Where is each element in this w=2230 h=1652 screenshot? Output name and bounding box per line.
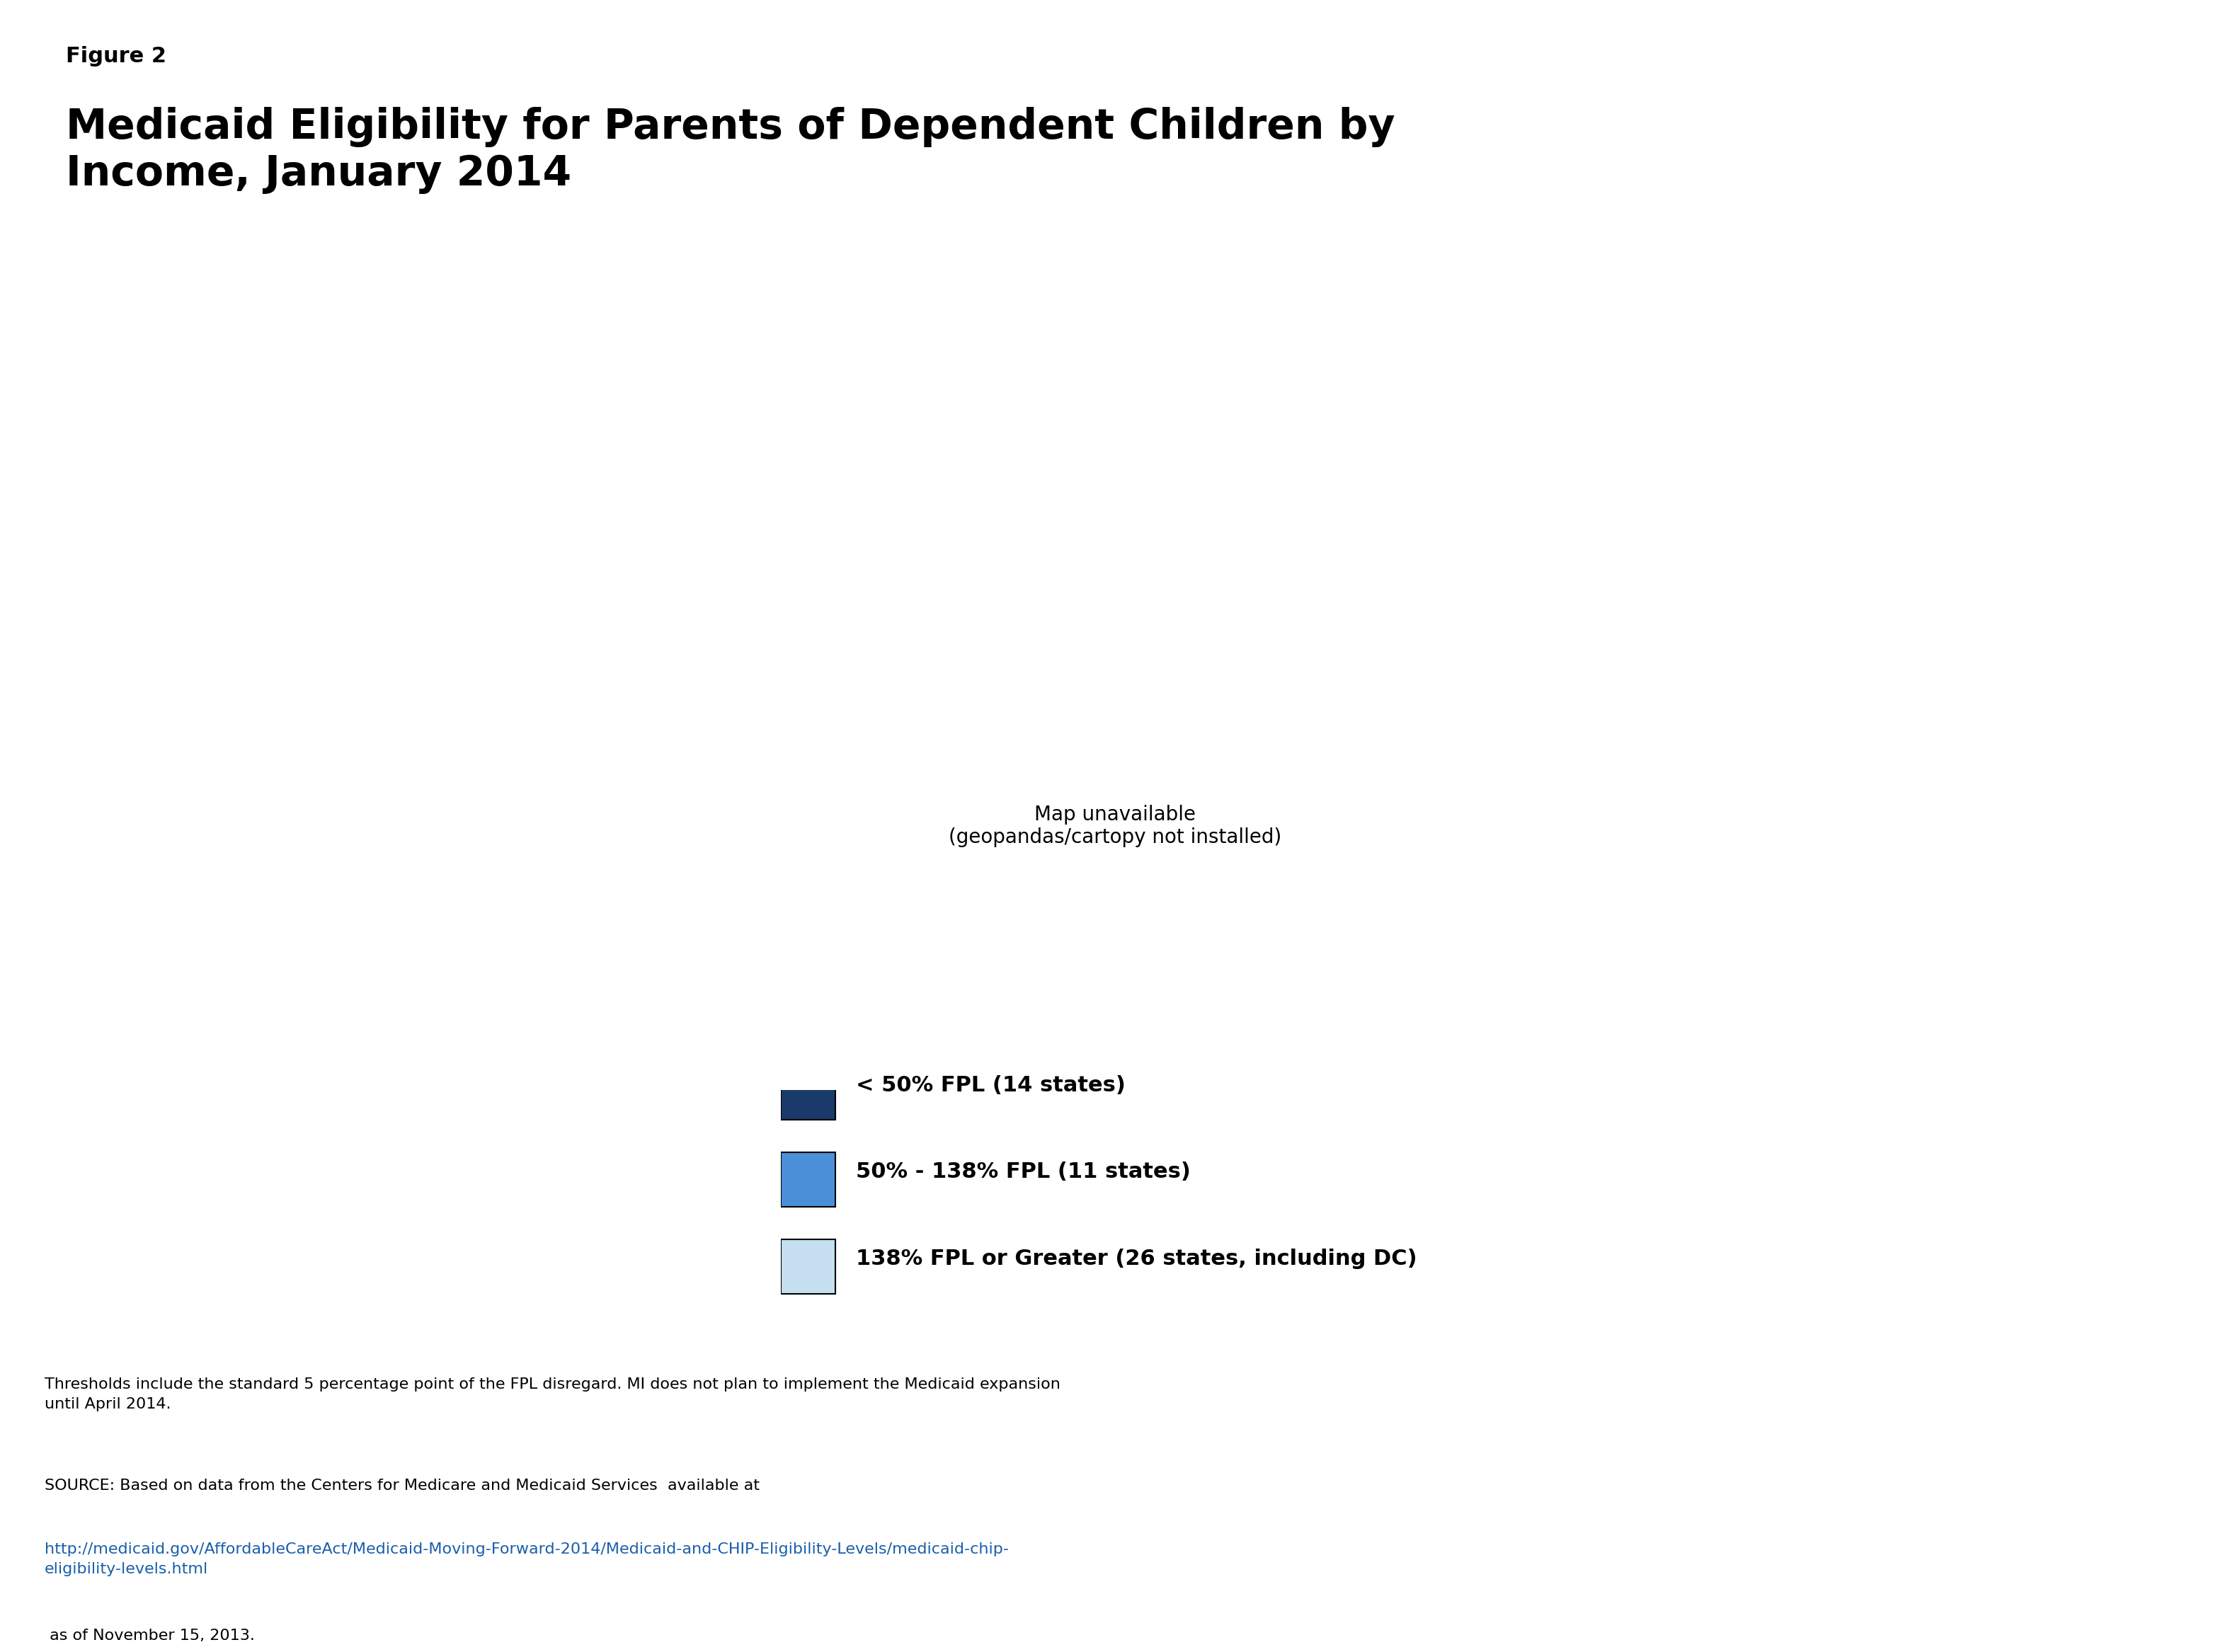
Text: Figure 2: Figure 2: [67, 46, 167, 66]
Text: < 50% FPL (14 states): < 50% FPL (14 states): [856, 1075, 1126, 1095]
Text: 50% - 138% FPL (11 states): 50% - 138% FPL (11 states): [856, 1161, 1191, 1183]
Text: Thresholds include the standard 5 percentage point of the FPL disregard. MI does: Thresholds include the standard 5 percen…: [45, 1378, 1061, 1411]
Text: Medicaid Eligibility for Parents of Dependent Children by
Income, January 2014: Medicaid Eligibility for Parents of Depe…: [67, 107, 1396, 193]
Text: http://medicaid.gov/AffordableCareAct/Medicaid-Moving-Forward-2014/Medicaid-and-: http://medicaid.gov/AffordableCareAct/Me…: [45, 1543, 1008, 1576]
Text: Map unavailable
(geopandas/cartopy not installed): Map unavailable (geopandas/cartopy not i…: [948, 805, 1282, 847]
Text: THE HENRY J.: THE HENRY J.: [2072, 1446, 2143, 1454]
Text: SOURCE: Based on data from the Centers for Medicare and Medicaid Services  avail: SOURCE: Based on data from the Centers f…: [45, 1479, 760, 1493]
FancyBboxPatch shape: [780, 1066, 836, 1120]
Text: 138% FPL or Greater (26 states, including DC): 138% FPL or Greater (26 states, includin…: [856, 1249, 1416, 1269]
FancyBboxPatch shape: [780, 1239, 836, 1294]
Text: FAMILY: FAMILY: [2081, 1535, 2134, 1548]
FancyBboxPatch shape: [780, 1153, 836, 1206]
Text: as of November 15, 2013.: as of November 15, 2013.: [45, 1629, 254, 1644]
Text: KAISER: KAISER: [2076, 1492, 2139, 1507]
Text: FOUNDATION: FOUNDATION: [2072, 1581, 2143, 1591]
